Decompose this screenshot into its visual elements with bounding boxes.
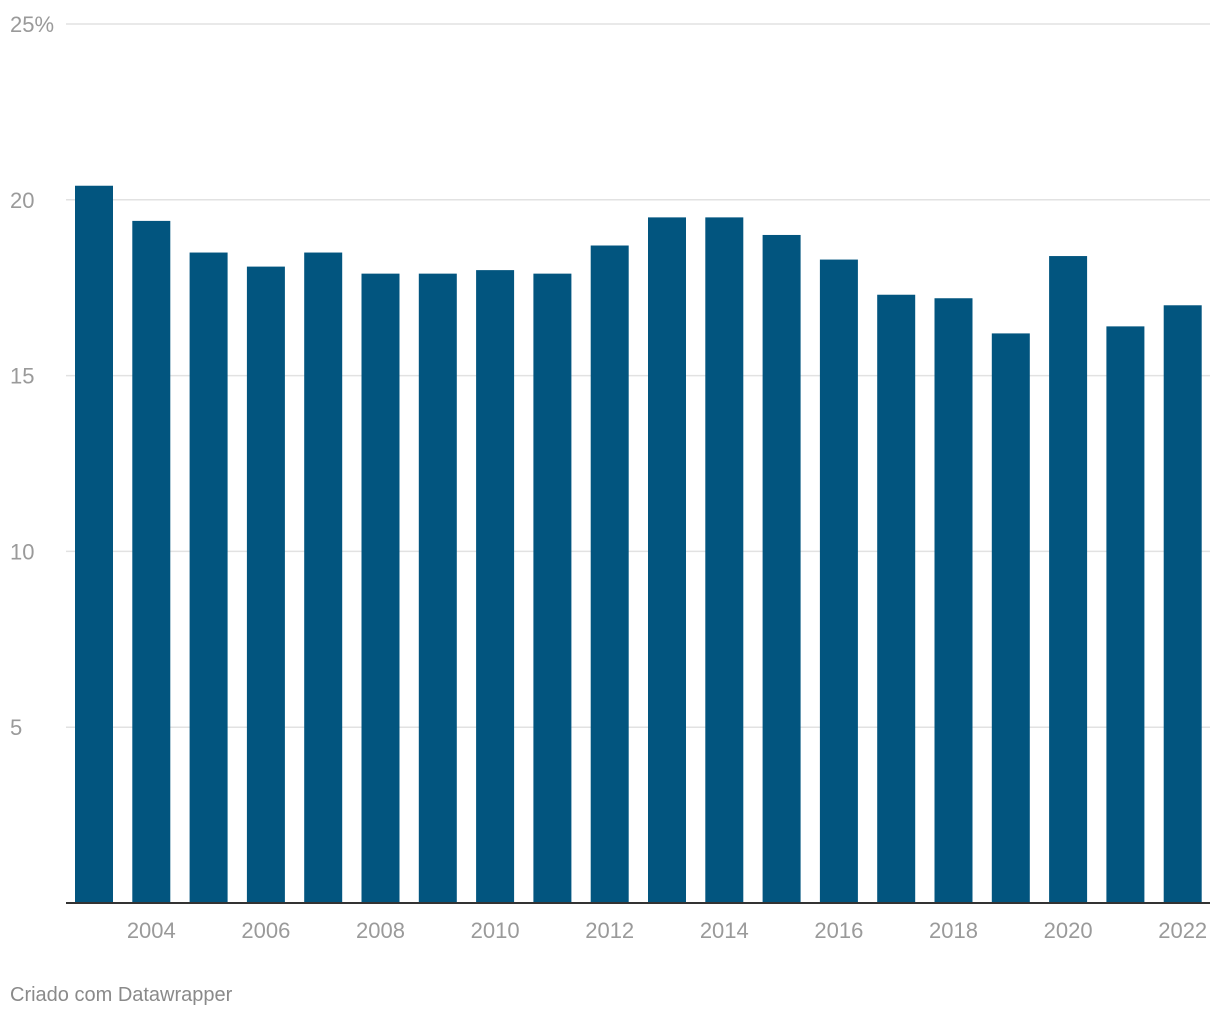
bar-2006 (246, 266, 285, 903)
bars (75, 185, 1202, 904)
bar-2008 (361, 273, 400, 903)
bar-2013 (648, 217, 686, 903)
x-tick-label: 2004 (127, 918, 176, 943)
bar-2015 (762, 234, 801, 903)
x-tick-label: 2016 (814, 918, 863, 943)
x-tick-label: 2012 (585, 918, 634, 943)
bar-2010 (476, 270, 515, 903)
bar-2014 (705, 217, 744, 903)
bar-2011 (533, 273, 572, 903)
y-tick-label: 10 (10, 539, 34, 564)
bar-2019 (991, 333, 1030, 904)
gridlines (66, 23, 1210, 728)
x-tick-label: 2008 (356, 918, 405, 943)
y-axis-labels: 5 10 15 20 25% (10, 12, 54, 740)
y-tick-label: 5 (10, 715, 22, 740)
bar-2016 (819, 259, 858, 903)
bar-2007 (304, 252, 343, 904)
x-tick-label: 2010 (471, 918, 520, 943)
bar-2022 (1163, 305, 1202, 903)
bar-2005 (189, 252, 228, 904)
x-tick-label: 2020 (1044, 918, 1093, 943)
bar-2004 (132, 220, 171, 903)
y-tick-label: 15 (10, 364, 34, 389)
x-tick-label: 2014 (700, 918, 749, 943)
x-tick-label: 2018 (929, 918, 978, 943)
x-tick-label: 2006 (241, 918, 290, 943)
bar-2018 (934, 298, 973, 903)
bar-2020 (1049, 256, 1088, 903)
bar-2009 (418, 273, 457, 903)
x-tick-label: 2022 (1158, 918, 1207, 943)
y-tick-label: 25% (10, 12, 54, 37)
y-tick-label: 20 (10, 188, 34, 213)
datawrapper-credit: Criado com Datawrapper (10, 984, 233, 1006)
bar-2017 (877, 294, 916, 903)
bar-2021 (1106, 326, 1145, 904)
x-axis-labels: 2004 2006 2008 2010 2012 2014 2016 2018 2020 2022 (127, 918, 1207, 943)
bar-2003 (75, 185, 113, 904)
bar-2012 (590, 245, 629, 903)
